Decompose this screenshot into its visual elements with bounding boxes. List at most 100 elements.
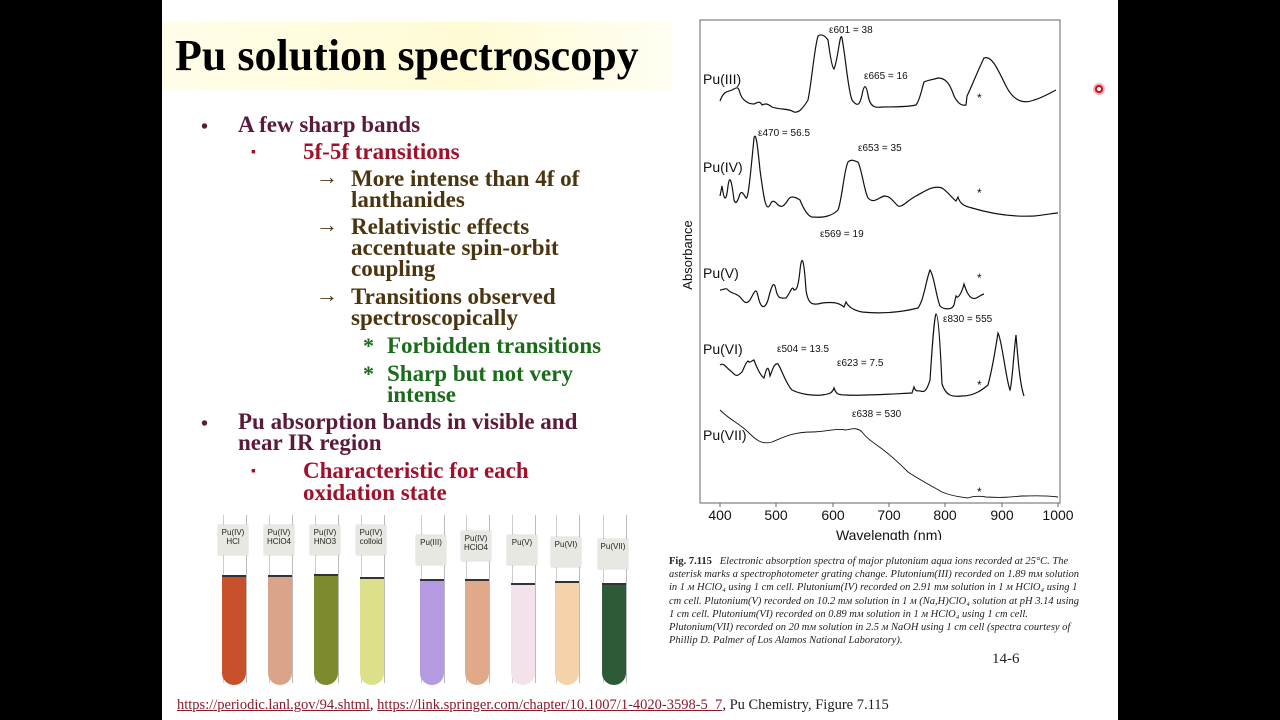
bullet-l4: Forbidden transitions <box>387 333 602 358</box>
source-link-lanl[interactable]: https://periodic.lanl.gov/94.shtml <box>177 697 370 713</box>
tube-label-line2: HCl <box>226 537 240 546</box>
slide-title: Pu solution spectroscopy <box>175 31 639 80</box>
xtick-label: 800 <box>933 507 957 523</box>
tube-pu-iv-colloid: Pu(IV) colloid <box>356 515 386 685</box>
xtick-label: 400 <box>708 507 732 523</box>
bullet-l3-cont: coupling <box>351 256 436 281</box>
series-labels: Pu(III) Pu(IV) Pu(V) Pu(VI) Pu(VII) <box>703 71 747 443</box>
epsilon-annotations: ε601 = 38 ε665 = 16 ε470 = 56.5 ε653 = 3… <box>758 25 993 420</box>
annotation: ε601 = 38 <box>829 25 873 36</box>
asterisk-icon: * <box>977 378 982 392</box>
series-label-pu-iii: Pu(III) <box>703 71 741 87</box>
bullet-l3: More intense than 4f of <box>351 166 580 191</box>
bullet-l2-cont: oxidation state <box>303 480 447 505</box>
tube-liquid <box>360 577 384 685</box>
tube-label: Pu(IV) HCl <box>218 525 248 555</box>
bullet-marker: • <box>201 413 209 435</box>
xtick-label: 600 <box>821 507 845 523</box>
xtick-label: 500 <box>764 507 788 523</box>
bullet-l1: A few sharp bands <box>238 112 421 137</box>
asterisk-icon: * <box>977 91 982 105</box>
bullet-l3: Transitions observed <box>351 284 556 309</box>
spectrum-pu-iv <box>719 135 1059 218</box>
square-bullet-icon: ▪ <box>251 464 256 479</box>
tube-label-line1: Pu(VII) <box>600 542 626 551</box>
series-label-pu-vi: Pu(VI) <box>703 341 743 357</box>
arrow-bullet-icon: → <box>316 164 338 189</box>
bullet-l3: Relativistic effects <box>351 214 530 239</box>
absorption-spectra-chart: 400 500 600 700 800 900 1000 Wavelength … <box>680 19 1074 540</box>
tube-label-line2: HNO3 <box>313 537 337 546</box>
annotation: ε830 = 555 <box>943 314 993 325</box>
xtick-label: 1000 <box>1042 507 1073 523</box>
footer-sources: https://periodic.lanl.gov/94.shtml, http… <box>177 697 889 714</box>
annotation: ε470 = 56.5 <box>758 128 810 139</box>
tube-pu-iv-hno3: Pu(IV) HNO3 <box>310 515 340 685</box>
asterisk-icon: * <box>977 271 982 285</box>
tube-liquid <box>511 583 535 685</box>
spectrum-pu-iii <box>719 34 1057 113</box>
tube-pu-iv-hclo4-2: Pu(IV) HClO4 <box>461 515 491 685</box>
bullet-l2: 5f-5f transitions <box>303 139 460 164</box>
slide: Pu solution spectroscopy • A few sharp b… <box>162 0 1118 720</box>
bullet-l2: Characteristic for each <box>303 458 529 483</box>
annotation: ε623 = 7.5 <box>837 358 884 369</box>
spectrum-pu-vi <box>719 313 1025 397</box>
y-axis-label: Absorbance <box>680 220 695 289</box>
series-label-pu-iv: Pu(IV) <box>703 159 743 175</box>
bullet-l4-cont: intense <box>387 382 456 407</box>
footer-citation: , Pu Chemistry, Figure 7.115 <box>722 697 889 713</box>
arrow-bullet-icon: → <box>316 212 338 237</box>
source-link-springer[interactable]: https://link.springer.com/chapter/10.100… <box>377 697 723 713</box>
page-number: 14-6 <box>992 651 1020 667</box>
tube-label-line1: Pu(V) <box>511 538 533 547</box>
tube-label: Pu(IV) colloid <box>356 525 386 555</box>
figure-number: Fig. 7.115 <box>669 556 712 567</box>
bullet-l3-cont: accentuate spin-orbit <box>351 235 559 260</box>
tube-label: Pu(IV) HNO3 <box>310 525 340 555</box>
tube-label: Pu(VII) <box>598 539 628 569</box>
xtick-label: 900 <box>990 507 1014 523</box>
bullet-marker: • <box>201 116 209 138</box>
tube-label-line2: HClO4 <box>266 537 291 546</box>
bullet-l4: Sharp but not very <box>387 361 573 386</box>
annotation: ε504 = 13.5 <box>777 344 829 355</box>
tube-pu-vi: Pu(VI) <box>551 515 581 685</box>
tube-label-line1: Pu(III) <box>420 538 442 547</box>
tube-liquid <box>602 583 626 685</box>
tube-liquid <box>465 579 489 685</box>
tube-label-line1: Pu(IV) <box>359 528 383 537</box>
tube-label-line1: Pu(IV) <box>464 534 488 543</box>
square-bullet-icon: ▪ <box>251 145 256 160</box>
tube-pu-iv-hclo4: Pu(IV) HClO4 <box>264 515 294 685</box>
tube-liquid <box>222 575 246 685</box>
footer-separator: , <box>369 697 378 713</box>
bullet-l1: Pu absorption bands in visible and <box>238 409 578 434</box>
tube-label-line2: HClO4 <box>463 543 488 552</box>
annotation: ε638 = 530 <box>852 409 902 420</box>
annotation: ε665 = 16 <box>864 71 908 82</box>
xtick-label: 700 <box>877 507 901 523</box>
tube-label: Pu(V) <box>507 535 537 565</box>
spectra-lines <box>719 34 1059 499</box>
tube-liquid <box>314 574 338 685</box>
asterisk-bullet-icon: * <box>363 333 374 358</box>
asterisk-bullet-icon: * <box>363 361 374 386</box>
annotation: ε569 = 19 <box>820 229 864 240</box>
x-axis-label: Wavelength (nm) <box>836 527 942 540</box>
asterisk-icon: * <box>977 186 982 200</box>
tube-label-line1: Pu(IV) <box>221 528 245 537</box>
test-tubes-photo: Pu(IV) HCl Pu(IV) HClO4 Pu(IV) HNO3 Pu(IV) c… <box>200 515 640 695</box>
tube-label-line1: Pu(VI) <box>554 540 578 549</box>
tube-pu-v: Pu(V) <box>507 515 537 685</box>
figure-caption: Fig. 7.115 Electronic absorption spectra… <box>669 555 1081 647</box>
x-tick-labels: 400 500 600 700 800 900 1000 <box>708 507 1073 523</box>
grating-change-asterisks: * * * * * <box>977 91 982 499</box>
spectrum-pu-v <box>719 259 985 314</box>
tube-label-line1: Pu(IV) <box>267 528 291 537</box>
bullet-l3-cont: spectroscopically <box>351 305 518 330</box>
spectrum-pu-vii <box>719 409 1059 499</box>
asterisk-icon: * <box>977 485 982 499</box>
tube-liquid <box>268 575 292 685</box>
tube-label: Pu(VI) <box>551 537 581 567</box>
